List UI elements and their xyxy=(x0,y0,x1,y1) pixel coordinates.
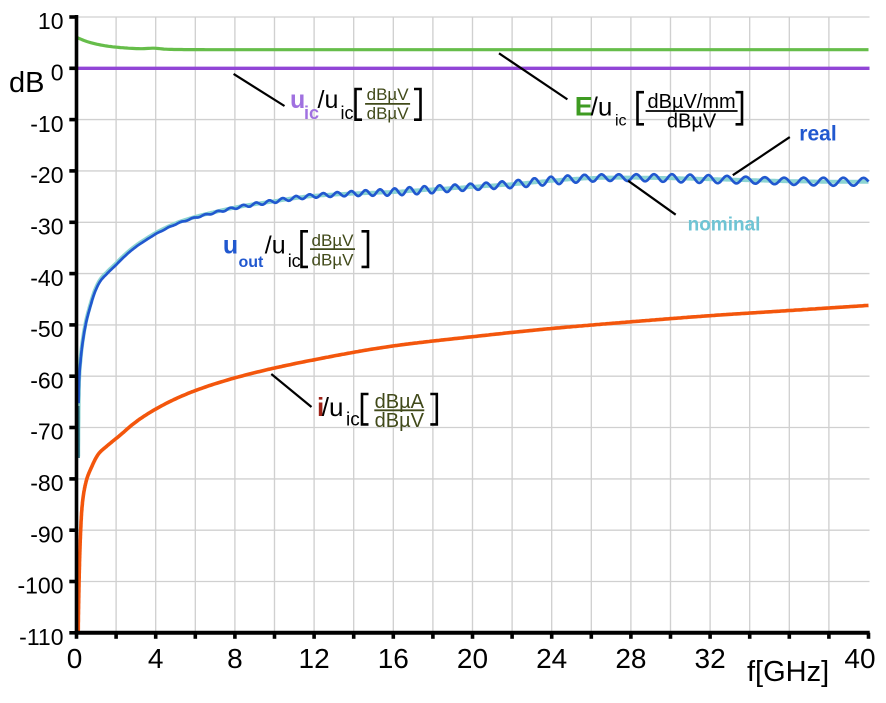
svg-text:nominal: nominal xyxy=(688,214,761,235)
svg-text:ic: ic xyxy=(346,410,360,431)
svg-text:/u: /u xyxy=(591,91,613,121)
svg-text:-20: -20 xyxy=(30,162,63,188)
svg-text:24: 24 xyxy=(536,643,567,674)
svg-text:32: 32 xyxy=(695,643,726,674)
svg-text:10: 10 xyxy=(38,8,64,34)
svg-text:4: 4 xyxy=(148,643,164,674)
svg-text:ic: ic xyxy=(615,113,627,130)
svg-text:/u: /u xyxy=(322,392,344,422)
svg-text:-70: -70 xyxy=(30,419,63,445)
svg-text:-10: -10 xyxy=(30,111,63,137)
svg-text:-40: -40 xyxy=(30,265,63,291)
svg-text:dBµV: dBµV xyxy=(312,251,355,270)
svg-text:dB: dB xyxy=(9,67,44,99)
svg-text:8: 8 xyxy=(227,643,243,674)
svg-text:28: 28 xyxy=(615,643,646,674)
svg-text:dBµV: dBµV xyxy=(667,111,717,133)
svg-text:0: 0 xyxy=(67,643,83,674)
svg-text:ic: ic xyxy=(341,103,354,123)
svg-text:40: 40 xyxy=(844,643,875,674)
svg-text:/u: /u xyxy=(318,86,339,114)
svg-text:dBµV: dBµV xyxy=(367,104,410,123)
svg-text:0: 0 xyxy=(51,60,64,86)
svg-text:-110: -110 xyxy=(19,624,63,650)
svg-text:-60: -60 xyxy=(30,367,63,393)
svg-text:-100: -100 xyxy=(17,573,63,599)
svg-text:-80: -80 xyxy=(30,470,63,496)
svg-text:-30: -30 xyxy=(30,214,63,240)
svg-text:dBµV: dBµV xyxy=(367,85,410,104)
svg-text:16: 16 xyxy=(378,643,409,674)
svg-text:12: 12 xyxy=(299,643,330,674)
svg-text:-50: -50 xyxy=(30,316,63,342)
svg-text:ic: ic xyxy=(288,251,301,271)
svg-text:dBµV: dBµV xyxy=(312,231,355,250)
svg-text:/u: /u xyxy=(265,231,286,259)
svg-text:u: u xyxy=(290,86,305,114)
svg-text:f[GHz]: f[GHz] xyxy=(747,656,829,688)
svg-text:20: 20 xyxy=(457,643,488,674)
svg-text:real: real xyxy=(799,122,836,145)
svg-text:u: u xyxy=(223,231,238,259)
svg-text:-90: -90 xyxy=(30,521,63,547)
svg-text:dBµV: dBµV xyxy=(375,410,425,432)
svg-text:out: out xyxy=(239,254,265,271)
